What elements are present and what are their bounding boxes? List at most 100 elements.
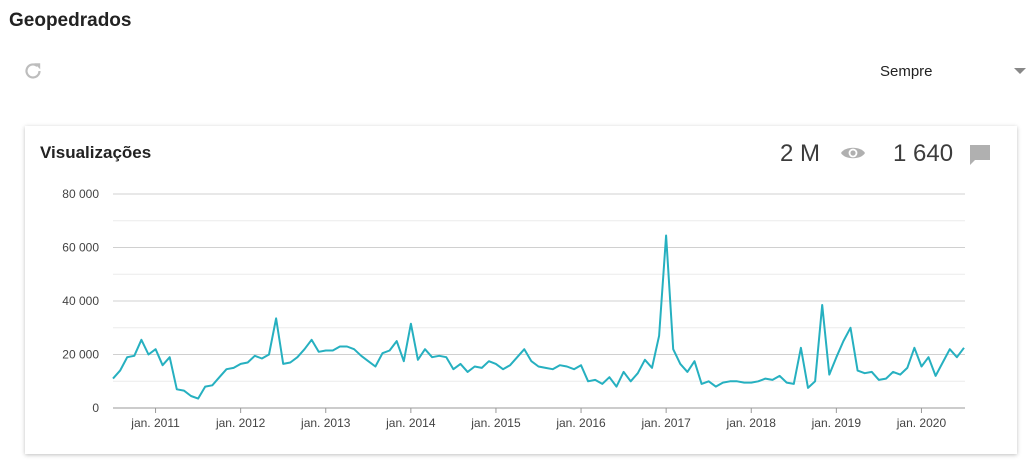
data-point[interactable] (323, 347, 329, 353)
data-point[interactable] (642, 357, 648, 363)
data-point[interactable] (117, 368, 123, 374)
data-point[interactable] (663, 232, 669, 238)
data-point[interactable] (337, 343, 343, 349)
data-point[interactable] (734, 378, 740, 384)
data-point[interactable] (450, 366, 456, 372)
data-point[interactable] (862, 370, 868, 376)
comment-icon[interactable] (969, 144, 991, 166)
data-point[interactable] (848, 325, 854, 331)
data-point[interactable] (436, 353, 442, 359)
data-point[interactable] (259, 356, 265, 362)
views-series-line[interactable] (112, 234, 965, 400)
data-point[interactable] (727, 378, 733, 384)
data-point[interactable] (784, 380, 790, 386)
data-point[interactable] (677, 361, 683, 367)
data-point[interactable] (833, 354, 839, 360)
data-point[interactable] (238, 361, 244, 367)
data-point[interactable] (819, 302, 825, 308)
data-point[interactable] (245, 360, 251, 366)
data-point[interactable] (273, 315, 279, 321)
data-point[interactable] (911, 345, 917, 351)
data-point[interactable] (770, 377, 776, 383)
data-point[interactable] (216, 374, 222, 380)
data-point[interactable] (379, 350, 385, 356)
data-point[interactable] (592, 377, 598, 383)
data-point[interactable] (231, 365, 237, 371)
data-point[interactable] (316, 349, 322, 355)
data-point[interactable] (472, 364, 478, 370)
data-point[interactable] (138, 337, 144, 343)
data-point[interactable] (521, 346, 527, 352)
data-point[interactable] (415, 357, 421, 363)
data-point[interactable] (223, 366, 229, 372)
data-point[interactable] (791, 381, 797, 387)
data-point[interactable] (578, 362, 584, 368)
data-point[interactable] (479, 365, 485, 371)
data-point[interactable] (840, 338, 846, 344)
data-point[interactable] (486, 358, 492, 364)
data-point[interactable] (748, 380, 754, 386)
data-point[interactable] (124, 354, 130, 360)
data-point[interactable] (465, 369, 471, 375)
data-point[interactable] (493, 361, 499, 367)
data-point[interactable] (422, 346, 428, 352)
data-point[interactable] (628, 378, 634, 384)
data-point[interactable] (621, 369, 627, 375)
data-point[interactable] (599, 381, 605, 387)
period-select[interactable]: Sempre (880, 60, 1030, 84)
data-point[interactable] (160, 362, 166, 368)
data-point[interactable] (443, 354, 449, 360)
data-point[interactable] (202, 384, 208, 390)
data-point[interactable] (720, 380, 726, 386)
data-point[interactable] (514, 354, 520, 360)
data-point[interactable] (876, 377, 882, 383)
data-point[interactable] (280, 361, 286, 367)
data-point[interactable] (961, 345, 967, 351)
data-point[interactable] (401, 358, 407, 364)
data-point[interactable] (635, 370, 641, 376)
data-point[interactable] (365, 358, 371, 364)
refresh-button[interactable] (22, 60, 44, 82)
data-point[interactable] (174, 386, 180, 392)
data-point[interactable] (252, 353, 258, 359)
data-point[interactable] (145, 352, 151, 358)
data-point[interactable] (670, 346, 676, 352)
data-point[interactable] (394, 338, 400, 344)
data-point[interactable] (387, 347, 393, 353)
data-point[interactable] (826, 372, 832, 378)
data-point[interactable] (301, 346, 307, 352)
data-point[interactable] (358, 353, 364, 359)
data-point[interactable] (706, 378, 712, 384)
data-point[interactable] (564, 364, 570, 370)
data-point[interactable] (762, 376, 768, 382)
data-point[interactable] (550, 366, 556, 372)
data-point[interactable] (812, 378, 818, 384)
data-point[interactable] (947, 346, 953, 352)
data-point[interactable] (904, 365, 910, 371)
data-point[interactable] (528, 358, 534, 364)
data-point[interactable] (536, 364, 542, 370)
data-point[interactable] (933, 373, 939, 379)
data-point[interactable] (606, 374, 612, 380)
data-point[interactable] (209, 382, 215, 388)
eye-icon[interactable] (840, 144, 866, 162)
data-point[interactable] (614, 384, 620, 390)
data-point[interactable] (309, 337, 315, 343)
data-point[interactable] (713, 384, 719, 390)
data-point[interactable] (755, 378, 761, 384)
data-point[interactable] (741, 380, 747, 386)
data-point[interactable] (798, 345, 804, 351)
data-point[interactable] (153, 346, 159, 352)
data-point[interactable] (805, 385, 811, 391)
data-point[interactable] (457, 361, 463, 367)
data-point[interactable] (585, 378, 591, 384)
data-point[interactable] (890, 369, 896, 375)
data-point[interactable] (330, 347, 336, 353)
data-point[interactable] (656, 333, 662, 339)
data-point[interactable] (926, 354, 932, 360)
data-point[interactable] (918, 364, 924, 370)
data-point[interactable] (195, 396, 201, 402)
data-point[interactable] (543, 365, 549, 371)
data-point[interactable] (408, 321, 414, 327)
data-point[interactable] (869, 369, 875, 375)
